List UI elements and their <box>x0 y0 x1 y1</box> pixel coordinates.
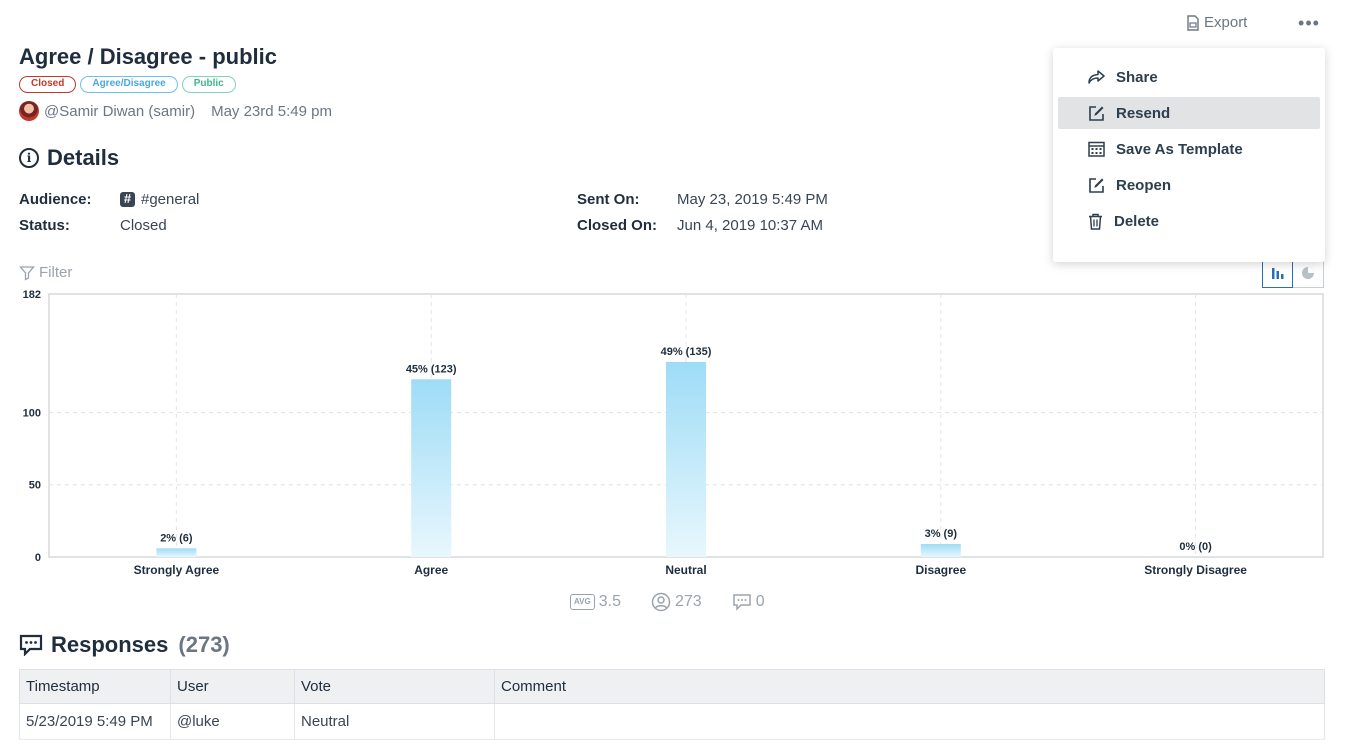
cell-timestamp: 5/23/2019 5:49 PM <box>19 703 171 740</box>
responses-title: Responses <box>51 632 169 657</box>
more-options-button[interactable]: ••• <box>1298 13 1320 33</box>
comment-icon <box>732 594 751 611</box>
average-stat: AVG 3.5 <box>570 593 621 611</box>
export-label: Export <box>1204 14 1248 31</box>
comments-stat: 0 <box>732 593 765 611</box>
bar <box>156 548 197 557</box>
menu-item-share[interactable]: Share <box>1058 61 1320 93</box>
closed-on-label: Closed On: <box>577 217 658 234</box>
x-tick-label: Neutral <box>665 563 706 577</box>
audience-value: # #general <box>120 191 199 208</box>
author-row: @Samir Diwan (samir) May 23rd 5:49 pm <box>19 101 332 121</box>
bar <box>920 543 961 557</box>
bar-chart-view-button[interactable] <box>1262 257 1293 288</box>
details-title: Details <box>47 145 120 170</box>
cell-vote: Neutral <box>294 703 495 740</box>
page-title: Agree / Disagree - public <box>19 44 277 69</box>
cell-user: @luke <box>170 703 295 740</box>
average-value: 3.5 <box>598 593 621 610</box>
edit-icon <box>1089 105 1104 121</box>
pie-chart-icon <box>1302 266 1314 279</box>
bar-chart: 0 50 100 182 2% (6) Strongly Agree 45% (123) Ag… <box>23 290 1324 577</box>
sent-on-label: Sent On: <box>577 191 640 208</box>
type-badge: Agree/Disagree <box>80 76 178 93</box>
menu-item-label: Share <box>1116 68 1158 86</box>
y-tick-label: 50 <box>29 480 41 492</box>
data-label: 45% (123) <box>406 363 457 375</box>
chart-view-toggle <box>1262 257 1324 288</box>
menu-item-reopen[interactable]: Reopen <box>1058 169 1320 201</box>
user-circle-icon <box>651 592 671 612</box>
status-badge: Closed <box>19 76 77 93</box>
status-value: Closed <box>120 217 167 234</box>
table-row[interactable]: 5/23/2019 5:49 PM @luke Neutral <box>19 703 1325 740</box>
responses-value: 273 <box>675 593 702 610</box>
channel-hash-icon: # <box>120 192 135 207</box>
menu-item-label: Reopen <box>1116 176 1172 194</box>
bar <box>666 361 706 557</box>
x-tick-label: Strongly Agree <box>134 563 220 577</box>
data-label: 2% (6) <box>160 532 193 544</box>
column-header-user[interactable]: User <box>170 669 295 704</box>
cell-comment <box>494 703 1325 740</box>
audience-channel: #general <box>141 191 200 208</box>
export-button[interactable]: Export <box>1186 14 1247 31</box>
data-label: 0% (0) <box>1179 541 1212 553</box>
x-tick-label: Agree <box>414 563 448 577</box>
menu-item-label: Delete <box>1114 212 1160 230</box>
column-header-vote[interactable]: Vote <box>294 669 495 704</box>
responses-count: (273) <box>178 632 230 657</box>
filter-label: Filter <box>39 264 73 281</box>
menu-item-save-as-template[interactable]: Save As Template <box>1058 133 1320 165</box>
edit-icon <box>1089 177 1104 193</box>
status-label: Status: <box>19 217 70 234</box>
x-tick-label: Disagree <box>915 563 966 577</box>
tag-list: Closed Agree/Disagree Public <box>19 76 236 93</box>
menu-item-label: Resend <box>1116 104 1171 122</box>
details-heading: i Details <box>19 145 119 171</box>
responses-stat: 273 <box>651 592 702 612</box>
filter-button[interactable]: Filter <box>19 264 72 281</box>
filter-icon <box>19 265 35 281</box>
info-icon: i <box>19 148 39 168</box>
data-label: 49% (135) <box>661 346 712 358</box>
avatar <box>19 101 39 121</box>
closed-on-value: Jun 4, 2019 10:37 AM <box>677 217 823 234</box>
author-name: @Samir Diwan (samir) <box>44 102 196 120</box>
export-file-icon <box>1187 14 1199 31</box>
share-icon <box>1088 69 1105 84</box>
menu-item-resend[interactable]: Resend <box>1058 97 1320 129</box>
menu-item-delete[interactable]: Delete <box>1058 205 1320 237</box>
results-chart: 0 50 100 182 2% (6) Strongly Agree 45% (123) Ag… <box>0 290 1368 590</box>
more-options-menu: Share Resend Save As Template Reopen <box>1053 48 1325 262</box>
column-header-comment[interactable]: Comment <box>494 669 1325 704</box>
comments-value: 0 <box>755 593 765 610</box>
calendar-icon <box>1088 141 1105 157</box>
bar-chart-icon <box>1271 267 1283 279</box>
avg-icon: AVG <box>570 594 595 610</box>
bar <box>411 379 452 557</box>
data-label: 3% (9) <box>925 528 958 540</box>
responses-table: Timestamp User Vote Comment 5/23/2019 5:… <box>19 669 1325 740</box>
y-tick-label: 100 <box>23 407 41 419</box>
column-header-timestamp[interactable]: Timestamp <box>19 669 171 704</box>
summary-stats: AVG 3.5 273 0 <box>570 592 765 612</box>
responses-heading: Responses (273) <box>19 632 230 658</box>
table-header-row: Timestamp User Vote Comment <box>19 669 1325 704</box>
y-tick-label: 0 <box>35 552 41 564</box>
created-date: May 23rd 5:49 pm <box>211 102 332 120</box>
y-tick-label: 182 <box>23 290 41 301</box>
visibility-badge: Public <box>181 76 236 93</box>
trash-icon <box>1089 213 1102 230</box>
chat-bubble-icon <box>19 634 43 656</box>
menu-item-label: Save As Template <box>1116 140 1243 158</box>
audience-label: Audience: <box>19 191 92 208</box>
x-tick-label: Strongly Disagree <box>1144 563 1247 577</box>
sent-on-value: May 23, 2019 5:49 PM <box>677 191 828 208</box>
